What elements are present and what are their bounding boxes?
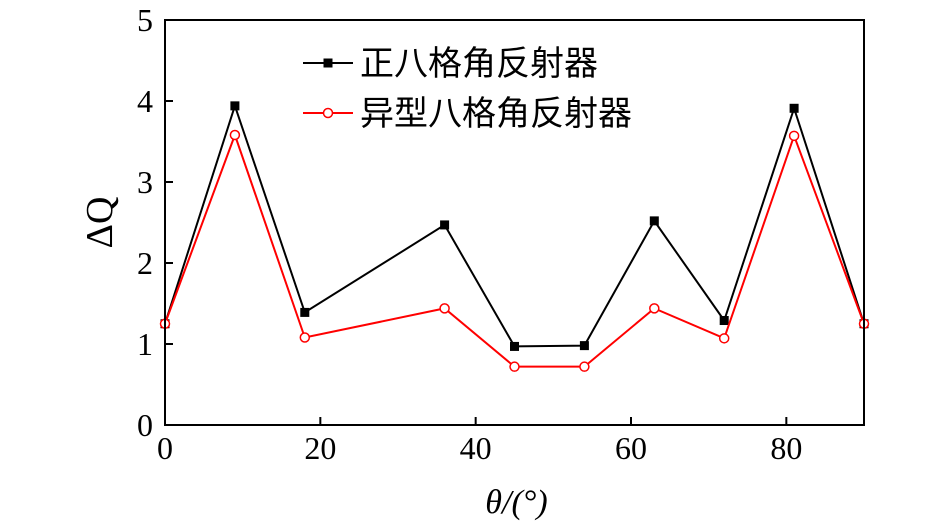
y-tick-label-2: 2 [137, 245, 153, 281]
series-0-point-6 [649, 216, 659, 226]
series-layer [159, 101, 870, 372]
y-tick-label-4: 4 [137, 83, 153, 119]
y-tick-label-1: 1 [137, 326, 153, 362]
x-tick-label-2: 40 [460, 430, 492, 466]
series-0-point-2 [300, 307, 310, 317]
x-tick-label-3: 60 [615, 430, 647, 466]
legend-label-1: 异型八格角反射器 [360, 94, 632, 134]
legend-marker-0 [323, 58, 333, 68]
x-tick-label-4: 80 [770, 430, 802, 466]
series-0-point-3 [440, 220, 450, 230]
x-tick-labels: 0 20 40 60 80 [157, 430, 802, 466]
legend: 正八格角反射器 异型八格角反射器 [303, 44, 632, 134]
series-1-point-7 [718, 333, 730, 344]
x-axis-label: θ/(°) [485, 484, 547, 521]
legend-marker-1 [322, 107, 334, 119]
series-1-point-1 [229, 129, 241, 141]
x-tick-label-0: 0 [157, 430, 173, 466]
series-line-1 [164, 132, 865, 368]
legend-label-0: 正八格角反射器 [360, 44, 598, 84]
series-1-point-5 [579, 361, 590, 372]
series-1-point-4 [509, 361, 520, 372]
y-axis-label: ΔQ [79, 197, 121, 249]
y-tick-label-0: 0 [137, 407, 153, 443]
series-0-point-4 [510, 341, 519, 351]
series-0-point-7 [719, 316, 729, 326]
legend-entry-1: 异型八格角反射器 [303, 94, 632, 134]
y-tick-label-3: 3 [137, 164, 153, 200]
plot-frame [164, 19, 865, 426]
series-1-point-8 [788, 130, 800, 142]
legend-entry-0: 正八格角反射器 [303, 44, 598, 84]
x-tick-label-1: 20 [304, 430, 336, 466]
series-0-point-1 [230, 101, 240, 111]
series-1-point-2 [299, 332, 311, 343]
series-1-point-3 [439, 303, 450, 314]
series-line-0 [164, 102, 865, 348]
y-tick-label-5: 5 [137, 2, 153, 38]
series-0-point-5 [579, 341, 589, 351]
series-0-point-8 [789, 103, 799, 113]
y-tick-labels: 0 1 2 3 4 5 [137, 2, 153, 443]
series-1-point-6 [649, 303, 660, 314]
